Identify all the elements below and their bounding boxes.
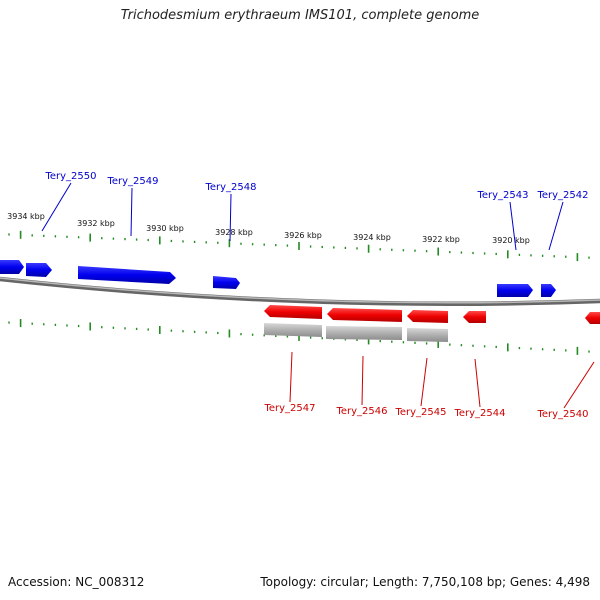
genome-summary-text: Topology: circular; Length: 7,750,108 bp…	[260, 575, 590, 589]
genome-backbone	[0, 276, 600, 306]
rna-bars	[264, 323, 448, 342]
rna-bar[interactable]	[264, 323, 322, 337]
gene-leader-line	[420, 357, 428, 407]
gene-leader-line	[548, 201, 564, 251]
tick-label: 3930 kbp	[146, 224, 184, 233]
reverse-gene-arrow[interactable]	[463, 311, 486, 323]
forward-gene-arrow[interactable]	[541, 284, 556, 297]
reverse-gene-arrow[interactable]	[585, 312, 600, 324]
gene-leader-line	[474, 358, 481, 408]
forward-gene-label[interactable]: Tery_2550	[44, 171, 96, 182]
rna-bar[interactable]	[326, 326, 402, 340]
reverse-gene-label[interactable]: Tery_2540	[536, 409, 588, 420]
reverse-genes	[264, 305, 600, 324]
gene-leader-line	[229, 193, 232, 242]
tick-label: 3924 kbp	[353, 233, 391, 242]
gene-leader-line	[289, 351, 293, 403]
upper-tick-row	[8, 230, 590, 262]
gene-leader-line	[509, 201, 517, 251]
forward-gene-label[interactable]: Tery_2548	[204, 182, 256, 193]
forward-gene-arrow[interactable]	[213, 276, 240, 289]
forward-gene-label[interactable]: Tery_2543	[476, 190, 528, 201]
gene-leader-line	[41, 182, 72, 232]
rna-bar[interactable]	[407, 328, 448, 342]
forward-gene-arrow[interactable]	[0, 260, 24, 274]
reverse-gene-labels: Tery_2547 Tery_2546 Tery_2545 Tery_2544 Tery…	[263, 351, 595, 420]
map-title: Trichodesmium erythraeum IMS101, complet…	[120, 8, 480, 23]
reverse-gene-label[interactable]: Tery_2545	[394, 407, 446, 418]
tick-label: 3926 kbp	[284, 231, 322, 240]
reverse-gene-label[interactable]: Tery_2544	[453, 408, 505, 419]
forward-gene-label[interactable]: Tery_2542	[536, 190, 588, 201]
tick-label: 3928 kbp	[215, 228, 253, 237]
reverse-gene-arrow[interactable]	[264, 305, 322, 319]
reverse-gene-arrow[interactable]	[327, 308, 402, 322]
tick-label: 3920 kbp	[492, 236, 530, 245]
forward-gene-arrow[interactable]	[26, 263, 52, 277]
forward-gene-label[interactable]: Tery_2549	[106, 176, 158, 187]
accession-text: Accession: NC_008312	[8, 575, 145, 589]
gene-leader-line	[563, 361, 595, 409]
tick-label: 3932 kbp	[77, 219, 115, 228]
tick-label: 3934 kbp	[7, 212, 45, 221]
reverse-gene-arrow[interactable]	[407, 310, 448, 323]
forward-gene-labels: Tery_2550 Tery_2549 Tery_2548 Tery_2543 Tery…	[41, 171, 589, 251]
gene-leader-line	[130, 187, 133, 237]
tick-labels: 3934 kbp 3932 kbp 3930 kbp 3928 kbp 3926 kbp…	[7, 212, 530, 245]
reverse-gene-label[interactable]: Tery_2546	[335, 406, 387, 417]
genome-backbone-highlight	[0, 277, 600, 304]
forward-gene-arrow[interactable]	[497, 284, 533, 297]
forward-gene-arrow[interactable]	[78, 266, 176, 284]
tick-label: 3922 kbp	[422, 235, 460, 244]
gene-leader-line	[361, 355, 364, 406]
forward-genes	[0, 260, 556, 297]
reverse-gene-label[interactable]: Tery_2547	[263, 403, 315, 414]
